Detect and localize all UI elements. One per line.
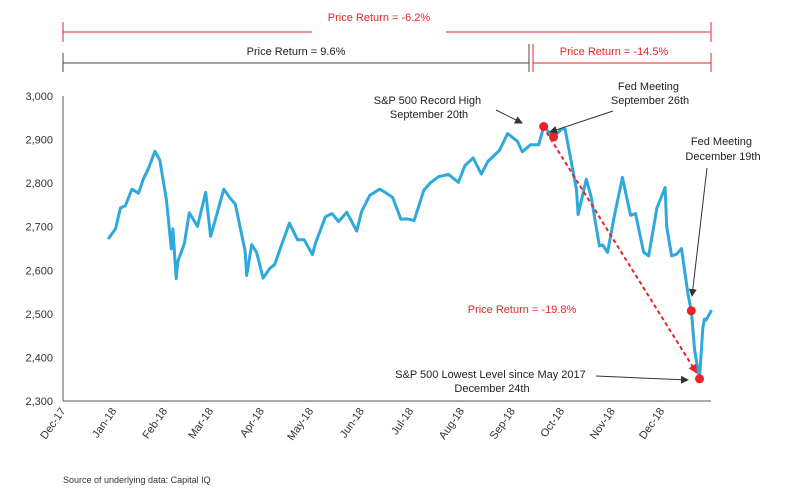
x-tick-label: Aug-18 — [437, 406, 467, 442]
trend-arrow — [545, 131, 698, 374]
range-bracket-after-record-high: Price Return = -14.5% — [532, 44, 712, 72]
annotation-fed-sep: Fed Meeting September 26th — [611, 81, 689, 107]
annotation-lowest-level-line1: S&P 500 Lowest Level since May 2017 — [395, 369, 586, 381]
x-tick-label: Jul-18 — [389, 406, 416, 437]
x-tick-label: Sep-18 — [488, 406, 518, 442]
annotation-fed-dec: Fed Meeting December 19th — [685, 136, 760, 163]
x-tick-label: Jan-18 — [90, 406, 119, 440]
trend-label: Price Return = -19.8% — [468, 304, 577, 316]
annotation-lowest-level-line2: December 24th — [454, 383, 529, 395]
y-tick-label: 2,800 — [25, 178, 53, 190]
annotation-fed-dec-line2: December 19th — [685, 151, 760, 163]
source-note: Source of underlying data: Capital IQ — [63, 475, 211, 485]
x-tick-label: Jun-18 — [338, 406, 367, 440]
annotation-record-high: S&P 500 Record High September 20th — [374, 95, 484, 121]
range-bracket-full-year: Price Return = -6.2% — [62, 12, 712, 42]
x-tick-label: Dec-17 — [38, 406, 68, 442]
callout-arrow-record-high — [495, 109, 523, 124]
y-tick-label: 2,900 — [25, 135, 53, 147]
event-marker-4 — [695, 374, 705, 384]
annotation-record-high-line1: S&P 500 Record High — [374, 95, 481, 107]
x-tick-label: Apr-18 — [238, 406, 267, 440]
annotation-lowest-level: S&P 500 Lowest Level since May 2017 Dece… — [395, 369, 589, 395]
annotation-fed-sep-line1: Fed Meeting — [618, 81, 679, 93]
event-marker-1 — [539, 122, 549, 131]
sp500-price-line — [107, 125, 713, 381]
callout-arrow-fed-sep — [549, 110, 614, 134]
x-tick-label: Feb-18 — [140, 406, 170, 441]
y-tick-label: 2,500 — [25, 309, 53, 321]
y-tick-label: 3,000 — [25, 91, 53, 103]
y-tick-label: 2,300 — [25, 396, 53, 408]
annotation-record-high-line2: September 20th — [390, 109, 468, 121]
callout-arrow-lowest-level — [595, 375, 689, 384]
event-marker-2 — [549, 132, 559, 142]
x-axis-ticks: Dec-17 Jan-18 Feb-18 Mar-18 Apr-18 May-18 Jun-… — [38, 406, 667, 443]
x-tick-label: Nov-18 — [588, 406, 618, 442]
x-tick-label: May-18 — [285, 406, 316, 443]
x-tick-label: Dec-18 — [637, 406, 667, 442]
y-tick-label: 2,400 — [25, 352, 53, 364]
y-axis-ticks: 2,300 2,400 2,500 2,600 2,700 2,800 2,900 3,000 — [25, 91, 53, 408]
callout-arrow-fed-dec — [688, 167, 708, 297]
event-markers — [539, 122, 705, 384]
x-tick-label: Mar-18 — [186, 406, 216, 441]
y-tick-label: 2,600 — [25, 265, 53, 277]
y-tick-label: 2,700 — [25, 222, 53, 234]
range-label-full-year: Price Return = -6.2% — [328, 12, 431, 24]
range-label-after-record-high: Price Return = -14.5% — [560, 46, 669, 58]
x-tick-label: Oct-18 — [538, 406, 567, 440]
range-bracket-to-record-high: Price Return = 9.6% — [62, 44, 530, 72]
range-label-to-record-high: Price Return = 9.6% — [247, 46, 346, 58]
event-marker-3 — [686, 306, 696, 316]
annotation-fed-sep-line2: September 26th — [611, 95, 689, 107]
annotation-fed-dec-line1: Fed Meeting — [691, 136, 752, 148]
